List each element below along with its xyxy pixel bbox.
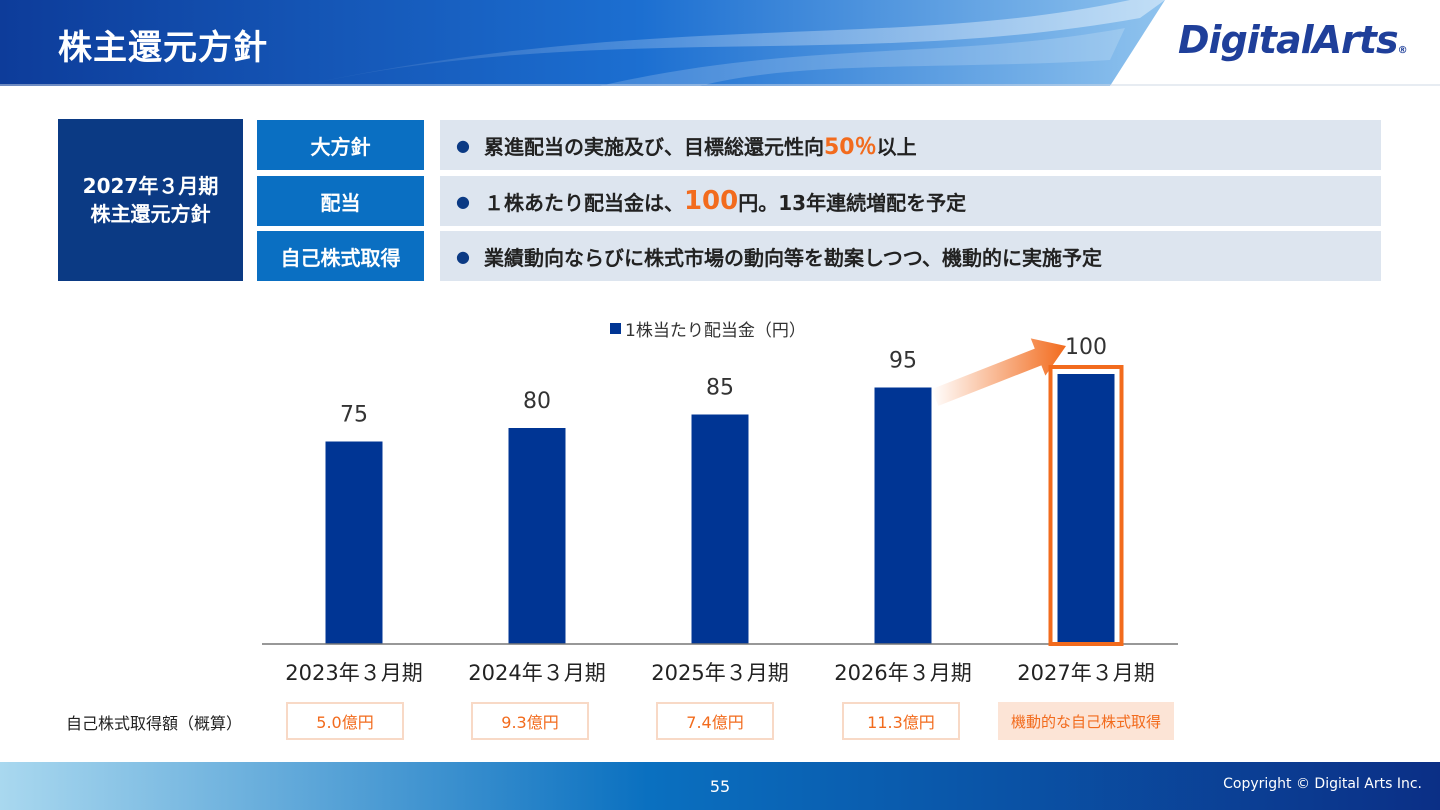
- bar-value-label: 80: [523, 389, 551, 414]
- policy-highlight: 50％: [823, 135, 877, 160]
- policy-label-dividend: 配当: [257, 176, 424, 226]
- policy-label-basic: 大方針: [257, 120, 424, 170]
- policy-period-cell: 2027年３月期 株主還元方針: [58, 119, 243, 281]
- bar-value-label: 100: [1065, 335, 1107, 360]
- bar: [508, 428, 566, 644]
- category-label: 2024年３月期: [468, 661, 605, 685]
- policy-text-after: 円。13年連続増配を予定: [738, 190, 967, 215]
- bar-value-label: 85: [706, 376, 734, 401]
- policy-period-line2: 株主還元方針: [90, 202, 211, 226]
- buyback-value-flexible: 機動的な自己株式取得: [998, 702, 1174, 740]
- bullet-icon: ●: [456, 246, 470, 266]
- policy-row-basic: ● 累進配当の実施及び、目標総還元性向 50％ 以上: [440, 120, 1381, 170]
- category-label: 2027年３月期: [1017, 661, 1154, 685]
- category-label: 2023年３月期: [285, 661, 422, 685]
- policy-text: 業績動向ならびに株式市場の動向等を勘案しつつ、機動的に実施予定: [483, 245, 1102, 270]
- dividend-bar-chart: 75 2023年３月期 80 2024年３月期 85 2025年３月期 95 2026年３月期…: [262, 335, 1178, 685]
- bullet-icon: ●: [456, 135, 470, 155]
- chart-legend: 1株当たり配当金（円）: [610, 316, 806, 341]
- growth-arrow-icon: [931, 338, 1066, 406]
- bar: [874, 387, 932, 644]
- category-label: 2026年３月期: [834, 661, 971, 685]
- footer-bar: [0, 762, 1440, 810]
- policy-label-buyback: 自己株式取得: [257, 231, 424, 281]
- bullet-icon: ●: [456, 191, 470, 211]
- legend-swatch: [610, 323, 621, 334]
- buyback-value: 5.0億円: [286, 702, 404, 740]
- buyback-value: 9.3億円: [471, 702, 589, 740]
- policy-text-after: 以上: [876, 134, 917, 159]
- legend-label: 1株当たり配当金（円）: [625, 321, 806, 341]
- buyback-label: 自己株式取得額（概算）: [66, 714, 243, 733]
- company-logo: DigitalArts®: [1178, 18, 1408, 62]
- bar: [325, 441, 383, 644]
- bar: [691, 414, 749, 644]
- logo-text: DigitalArts: [1178, 18, 1399, 62]
- header-banner: 株主還元方針 DigitalArts®: [0, 0, 1440, 86]
- policy-row-dividend: ● １株あたり配当金は、 100 円。13年連続増配を予定: [440, 176, 1381, 226]
- policy-row-buyback: ● 業績動向ならびに株式市場の動向等を勘案しつつ、機動的に実施予定: [440, 231, 1381, 281]
- buyback-value: 7.4億円: [656, 702, 774, 740]
- buyback-value: 11.3億円: [842, 702, 960, 740]
- policy-highlight: 100: [683, 186, 739, 216]
- copyright-text: Copyright © Digital Arts Inc.: [1223, 776, 1422, 792]
- policy-text: 累進配当の実施及び、目標総還元性向: [483, 134, 824, 159]
- bar: [1057, 374, 1115, 644]
- policy-period-line1: 2027年３月期: [82, 174, 219, 198]
- bar-value-label: 95: [889, 349, 917, 374]
- page-number: 55: [709, 777, 731, 796]
- bar-value-label: 75: [340, 403, 368, 428]
- category-label: 2025年３月期: [651, 661, 788, 685]
- page-title: 株主還元方針: [58, 28, 268, 68]
- registered-mark: ®: [1397, 45, 1408, 56]
- policy-text: １株あたり配当金は、: [483, 190, 684, 215]
- header-background: [0, 0, 1440, 86]
- highlight-box: [1048, 365, 1124, 646]
